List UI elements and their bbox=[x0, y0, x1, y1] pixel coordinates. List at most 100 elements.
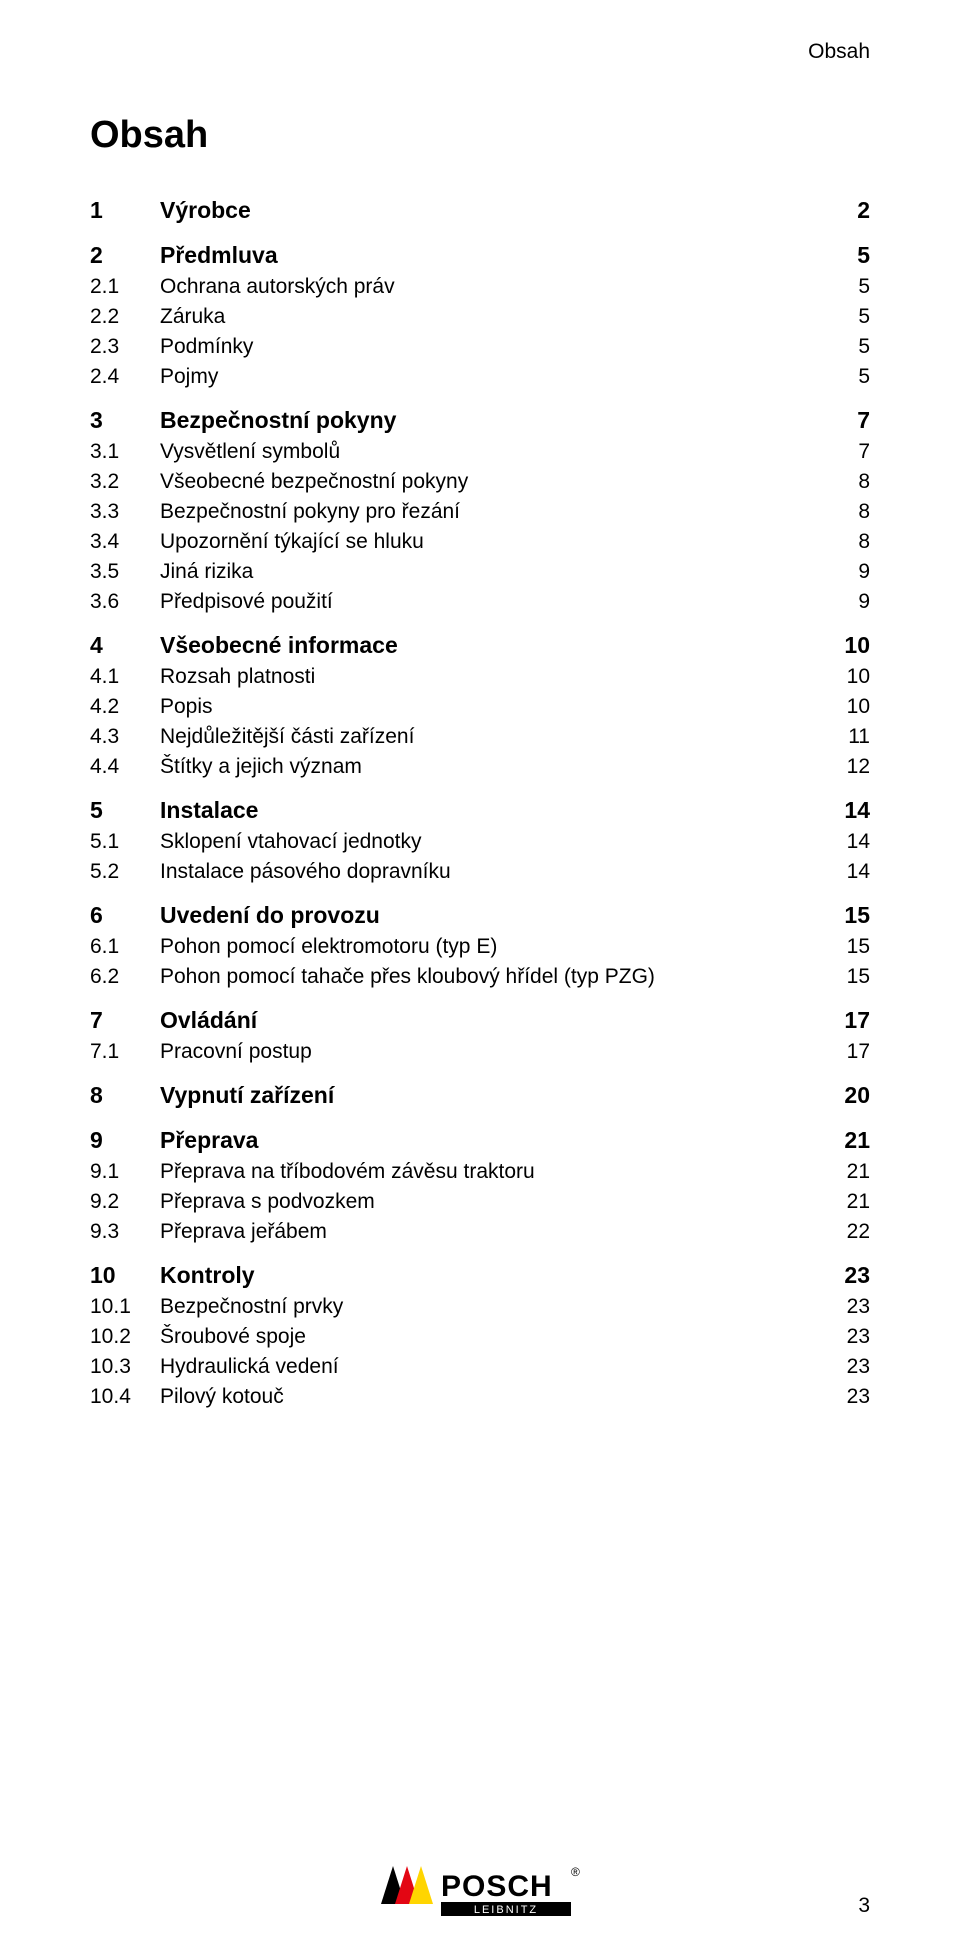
toc-entry-title: Předmluva bbox=[160, 242, 820, 269]
toc-entry-page: 17 bbox=[820, 1040, 870, 1064]
toc-entry-title: Pilový kotouč bbox=[160, 1385, 820, 1409]
toc-entry-page: 21 bbox=[820, 1127, 870, 1154]
toc-row: 3.3Bezpečnostní pokyny pro řezání8 bbox=[90, 500, 870, 524]
page-footer: POSCH ® LEIBNITZ 3 bbox=[90, 1858, 870, 1918]
toc-row: 5.2Instalace pásového dopravníku14 bbox=[90, 860, 870, 884]
toc-row: 7.1Pracovní postup17 bbox=[90, 1040, 870, 1064]
toc-entry-title: Všeobecné bezpečnostní pokyny bbox=[160, 470, 820, 494]
toc-entry-number: 3.1 bbox=[90, 440, 160, 464]
toc-entry-page: 9 bbox=[820, 590, 870, 614]
toc-entry-number: 10.1 bbox=[90, 1295, 160, 1319]
svg-text:LEIBNITZ: LEIBNITZ bbox=[474, 1904, 538, 1916]
toc-entry-number: 9.1 bbox=[90, 1160, 160, 1184]
toc-entry-page: 14 bbox=[820, 830, 870, 854]
toc-row: 9.1Přeprava na tříbodovém závěsu traktor… bbox=[90, 1160, 870, 1184]
toc-entry-page: 14 bbox=[820, 860, 870, 884]
toc-row: 6.2Pohon pomocí tahače přes kloubový hří… bbox=[90, 965, 870, 989]
toc-entry-number: 9 bbox=[90, 1127, 160, 1154]
toc-row: 3.4Upozornění týkající se hluku8 bbox=[90, 530, 870, 554]
toc-entry-number: 3.4 bbox=[90, 530, 160, 554]
toc-row: 6.1Pohon pomocí elektromotoru (typ E)15 bbox=[90, 935, 870, 959]
toc-entry-page: 10 bbox=[820, 632, 870, 659]
toc-row: 10.1Bezpečnostní prvky23 bbox=[90, 1295, 870, 1319]
toc-entry-title: Instalace pásového dopravníku bbox=[160, 860, 820, 884]
toc-entry-title: Nejdůležitější části zařízení bbox=[160, 725, 820, 749]
toc-entry-title: Vysvětlení symbolů bbox=[160, 440, 820, 464]
toc-entry-title: Upozornění týkající se hluku bbox=[160, 530, 820, 554]
toc-entry-page: 9 bbox=[820, 560, 870, 584]
toc-row: 10.3Hydraulická vedení23 bbox=[90, 1355, 870, 1379]
toc-row: 6Uvedení do provozu15 bbox=[90, 902, 870, 929]
toc-entry-page: 15 bbox=[820, 965, 870, 989]
toc-entry-number: 3.6 bbox=[90, 590, 160, 614]
toc-entry-page: 8 bbox=[820, 500, 870, 524]
toc-entry-page: 10 bbox=[820, 665, 870, 689]
toc-entry-title: Pohon pomocí elektromotoru (typ E) bbox=[160, 935, 820, 959]
toc-entry-page: 8 bbox=[820, 470, 870, 494]
toc-entry-title: Podmínky bbox=[160, 335, 820, 359]
toc-entry-title: Sklopení vtahovací jednotky bbox=[160, 830, 820, 854]
toc-entry-title: Štítky a jejich význam bbox=[160, 755, 820, 779]
header-section-label: Obsah bbox=[90, 40, 870, 64]
toc-entry-number: 10.4 bbox=[90, 1385, 160, 1409]
toc-row: 7Ovládání17 bbox=[90, 1007, 870, 1034]
toc-row: 5.1Sklopení vtahovací jednotky14 bbox=[90, 830, 870, 854]
toc-entry-number: 4.2 bbox=[90, 695, 160, 719]
toc-entry-number: 3.2 bbox=[90, 470, 160, 494]
toc-entry-title: Záruka bbox=[160, 305, 820, 329]
toc-entry-number: 2.1 bbox=[90, 275, 160, 299]
toc-entry-number: 2.4 bbox=[90, 365, 160, 389]
toc-entry-title: Předpisové použití bbox=[160, 590, 820, 614]
toc-row: 4.2Popis10 bbox=[90, 695, 870, 719]
toc-entry-number: 9.2 bbox=[90, 1190, 160, 1214]
toc-row: 4.1Rozsah platnosti10 bbox=[90, 665, 870, 689]
toc-row: 10.2Šroubové spoje23 bbox=[90, 1325, 870, 1349]
toc-entry-page: 2 bbox=[820, 197, 870, 224]
toc-entry-page: 8 bbox=[820, 530, 870, 554]
toc-row: 9.3Přeprava jeřábem22 bbox=[90, 1220, 870, 1244]
toc-entry-title: Šroubové spoje bbox=[160, 1325, 820, 1349]
toc-entry-title: Pojmy bbox=[160, 365, 820, 389]
toc-entry-title: Vypnutí zařízení bbox=[160, 1082, 820, 1109]
toc-entry-number: 2 bbox=[90, 242, 160, 269]
toc-row: 3.6Předpisové použití9 bbox=[90, 590, 870, 614]
toc-row: 9Přeprava21 bbox=[90, 1127, 870, 1154]
toc-entry-title: Přeprava jeřábem bbox=[160, 1220, 820, 1244]
toc-entry-page: 5 bbox=[820, 275, 870, 299]
toc-entry-title: Přeprava na tříbodovém závěsu traktoru bbox=[160, 1160, 820, 1184]
toc-entry-title: Ovládání bbox=[160, 1007, 820, 1034]
toc-entry-title: Bezpečnostní pokyny pro řezání bbox=[160, 500, 820, 524]
toc-entry-title: Přeprava bbox=[160, 1127, 820, 1154]
toc-entry-number: 2.3 bbox=[90, 335, 160, 359]
toc-entry-number: 5.1 bbox=[90, 830, 160, 854]
toc-entry-number: 3 bbox=[90, 407, 160, 434]
toc-entry-page: 5 bbox=[820, 305, 870, 329]
toc-entry-number: 4.1 bbox=[90, 665, 160, 689]
toc-row: 2.2Záruka5 bbox=[90, 305, 870, 329]
footer-page-number: 3 bbox=[858, 1894, 870, 1918]
toc-row: 4Všeobecné informace10 bbox=[90, 632, 870, 659]
toc-row: 2.3Podmínky5 bbox=[90, 335, 870, 359]
toc-row: 10.4Pilový kotouč23 bbox=[90, 1385, 870, 1409]
toc-row: 3Bezpečnostní pokyny7 bbox=[90, 407, 870, 434]
page-title: Obsah bbox=[90, 114, 870, 157]
toc-entry-page: 20 bbox=[820, 1082, 870, 1109]
toc-entry-page: 10 bbox=[820, 695, 870, 719]
toc-entry-page: 22 bbox=[820, 1220, 870, 1244]
toc-entry-number: 2.2 bbox=[90, 305, 160, 329]
toc-entry-page: 15 bbox=[820, 935, 870, 959]
svg-text:POSCH: POSCH bbox=[441, 1870, 553, 1903]
toc-entry-number: 8 bbox=[90, 1082, 160, 1109]
toc-entry-number: 6.1 bbox=[90, 935, 160, 959]
toc-entry-page: 21 bbox=[820, 1190, 870, 1214]
toc-entry-title: Výrobce bbox=[160, 197, 820, 224]
toc-entry-number: 10.3 bbox=[90, 1355, 160, 1379]
toc-entry-page: 23 bbox=[820, 1262, 870, 1289]
toc-entry-page: 15 bbox=[820, 902, 870, 929]
toc-entry-title: Rozsah platnosti bbox=[160, 665, 820, 689]
toc-entry-number: 10.2 bbox=[90, 1325, 160, 1349]
toc-row: 10Kontroly23 bbox=[90, 1262, 870, 1289]
toc-row: 2.4Pojmy5 bbox=[90, 365, 870, 389]
toc-entry-number: 7.1 bbox=[90, 1040, 160, 1064]
toc-row: 2.1Ochrana autorských práv5 bbox=[90, 275, 870, 299]
